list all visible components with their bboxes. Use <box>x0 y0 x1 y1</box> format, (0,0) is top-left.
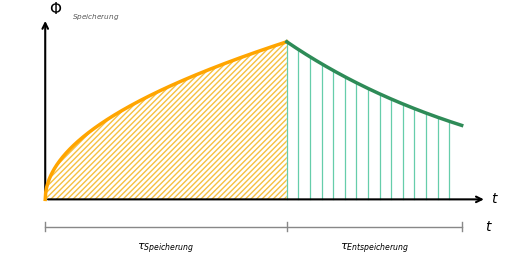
Text: $\Phi$: $\Phi$ <box>49 1 63 17</box>
Text: $t$: $t$ <box>490 192 498 206</box>
Text: $\tau_{Speicherung}$: $\tau_{Speicherung}$ <box>137 242 194 256</box>
Text: $\tau_{Entspeicherung}$: $\tau_{Entspeicherung}$ <box>339 242 408 256</box>
Text: $_{Speicherung}$: $_{Speicherung}$ <box>72 13 120 23</box>
Text: $t$: $t$ <box>484 220 491 234</box>
